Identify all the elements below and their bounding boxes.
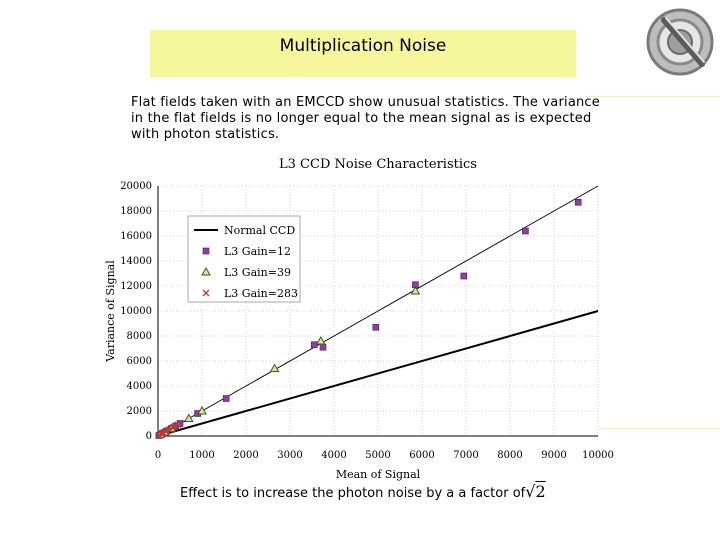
legend-label: Normal CCD [224, 224, 295, 237]
normal-ccd-line [157, 310, 599, 437]
chart: L3 CCD Noise Characteristics 0 1000 2000 300… [100, 150, 620, 490]
legend-label: L3 Gain=283 [224, 287, 298, 300]
x-tick-label: 10000 [582, 450, 614, 461]
y-tick-label: 4000 [127, 381, 152, 392]
y-tick-label: 8000 [127, 331, 152, 342]
slide-title: Multiplication Noise [279, 36, 447, 56]
data-point [522, 227, 529, 235]
y-tick-label: 16000 [120, 231, 152, 242]
legend-marker [202, 289, 210, 297]
data-point [319, 343, 327, 351]
y-tick-label: 6000 [127, 356, 152, 367]
data-point [460, 272, 468, 280]
x-tick-label: 8000 [497, 450, 522, 461]
y-axis-label: Variance of Signal [104, 260, 117, 363]
title-band [150, 30, 576, 77]
data-point [197, 405, 207, 415]
data-point [574, 198, 582, 206]
sqrt-symbol: √ [525, 482, 536, 501]
legend-label: L3 Gain=12 [224, 245, 291, 258]
legend-marker [202, 247, 210, 255]
x-tick-label: 7000 [453, 450, 478, 461]
y-tick-label: 10000 [120, 306, 152, 317]
caption: Effect is to increase the photon noise b… [180, 482, 546, 501]
x-tick-label: 3000 [277, 450, 302, 461]
logo-icon [644, 2, 716, 90]
data-point [162, 428, 170, 435]
data-point [269, 363, 280, 372]
decorative-line [585, 96, 720, 97]
data-point [310, 341, 318, 349]
data-point [372, 323, 380, 331]
y-tick-label: 14000 [120, 256, 152, 267]
decorative-line [600, 428, 720, 429]
legend-label: L3 Gain=39 [224, 266, 291, 279]
data-point [174, 421, 182, 429]
x-tick-label: 1000 [189, 450, 214, 461]
x-tick-label: 0 [155, 450, 161, 461]
y-tick-label: 12000 [120, 281, 152, 292]
data-point [165, 426, 173, 433]
y-tick-label: 2000 [127, 406, 152, 417]
x-tick-label: 2000 [233, 450, 258, 461]
fit-line [157, 185, 599, 437]
intro-text: Flat fields taken with an EMCCD show unu… [131, 95, 600, 142]
sqrt-radicand: 2 [535, 482, 546, 501]
legend-marker [201, 266, 211, 276]
x-tick-label: 5000 [365, 450, 390, 461]
x-tick-label: 4000 [321, 450, 346, 461]
y-tick-label: 18000 [120, 206, 152, 217]
caption-text: Effect is to increase the photon noise b… [180, 486, 526, 501]
data-point [315, 335, 326, 345]
chart-svg: L3 CCD Noise Characteristics 0 1000 2000 300… [104, 157, 614, 481]
data-point [169, 423, 177, 431]
x-tick-label: 6000 [409, 450, 434, 461]
data-point [222, 395, 230, 402]
data-point [410, 285, 421, 295]
data-point [183, 413, 194, 422]
x-axis-label: Mean of Signal [336, 468, 421, 481]
y-tick-label: 20000 [120, 181, 152, 192]
chart-title: L3 CCD Noise Characteristics [279, 157, 477, 172]
y-tick-label: 0 [146, 431, 152, 442]
x-tick-label: 9000 [541, 450, 566, 461]
